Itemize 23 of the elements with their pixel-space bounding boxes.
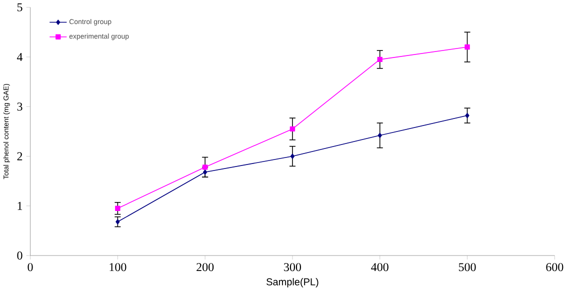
point xyxy=(116,219,120,225)
point xyxy=(290,126,296,132)
point xyxy=(464,44,470,50)
x-tick-label: 200 xyxy=(196,263,214,272)
y-tick-label: 3 xyxy=(17,102,22,111)
point xyxy=(290,154,295,159)
x-tick-label: 400 xyxy=(371,263,388,272)
point xyxy=(203,170,208,175)
y-tick-label: 0 xyxy=(17,252,22,260)
y-tick-label: 1 xyxy=(18,202,22,210)
x-tick-label: 500 xyxy=(458,263,476,272)
point xyxy=(465,113,470,118)
x-tick-label: 300 xyxy=(284,263,302,272)
point xyxy=(115,206,120,212)
x-tick-label: 600 xyxy=(546,263,564,272)
y-tick-label: 4 xyxy=(16,53,23,62)
point xyxy=(377,56,382,62)
x-axis-title: Sample(PL) xyxy=(266,278,318,288)
x-tick-label: 100 xyxy=(110,263,126,272)
y-tick-label: 5 xyxy=(17,3,22,12)
y-tick-label: 2 xyxy=(17,152,22,160)
point xyxy=(378,132,382,138)
x-tick-label: 0 xyxy=(28,263,33,272)
